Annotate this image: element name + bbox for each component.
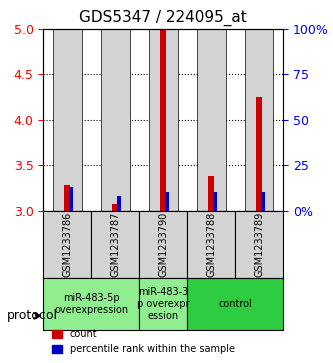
Text: GSM1233787: GSM1233787	[110, 211, 120, 277]
FancyBboxPatch shape	[139, 278, 187, 330]
Bar	[64, 185, 70, 211]
Bar	[256, 97, 262, 211]
Bar	[212, 192, 217, 211]
Bar	[260, 192, 265, 211]
FancyBboxPatch shape	[91, 211, 139, 278]
Bar	[208, 176, 214, 211]
Title: GDS5347 / 224095_at: GDS5347 / 224095_at	[79, 10, 247, 26]
Bar	[112, 204, 118, 211]
Bar	[117, 196, 122, 211]
Text: miR-483-5p
overexpression: miR-483-5p overexpression	[54, 293, 128, 315]
FancyBboxPatch shape	[187, 278, 283, 330]
Text: GSM1233788: GSM1233788	[206, 212, 216, 277]
FancyBboxPatch shape	[187, 211, 235, 278]
Text: GSM1233789: GSM1233789	[254, 212, 264, 277]
FancyBboxPatch shape	[43, 211, 91, 278]
Text: control: control	[218, 299, 252, 309]
Bar	[149, 29, 177, 211]
Legend: count, percentile rank within the sample: count, percentile rank within the sample	[48, 326, 238, 358]
Text: GSM1233790: GSM1233790	[158, 212, 168, 277]
Bar	[160, 29, 166, 211]
FancyBboxPatch shape	[139, 211, 187, 278]
Bar	[53, 29, 82, 211]
Bar	[165, 192, 169, 211]
FancyBboxPatch shape	[235, 211, 283, 278]
Text: GSM1233786: GSM1233786	[62, 212, 72, 277]
Bar	[245, 29, 273, 211]
Text: protocol: protocol	[7, 309, 58, 322]
FancyBboxPatch shape	[43, 278, 139, 330]
Bar	[101, 29, 130, 211]
Bar	[197, 29, 225, 211]
Bar	[69, 187, 74, 211]
Text: miR-483-3
p overexpr
ession: miR-483-3 p overexpr ession	[137, 287, 189, 321]
